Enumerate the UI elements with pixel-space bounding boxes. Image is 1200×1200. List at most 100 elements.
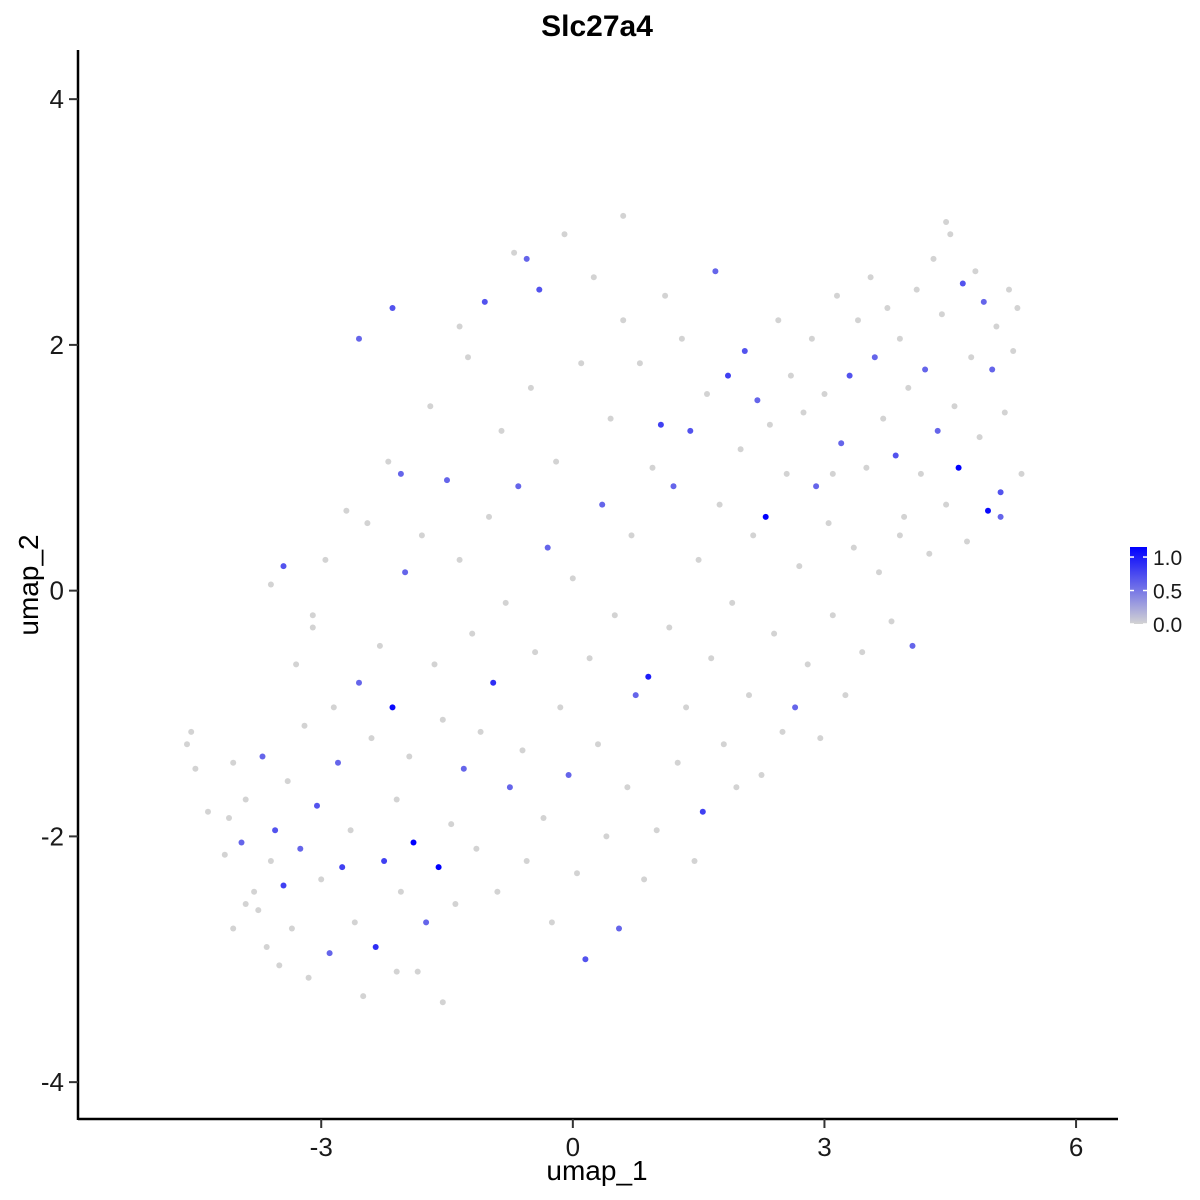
expressing-cell-point [389, 704, 396, 711]
cell-point [787, 372, 794, 379]
expressing-cell-point [515, 483, 522, 490]
cell-point [553, 458, 560, 465]
cell-point [477, 728, 484, 735]
cell-point [309, 612, 316, 619]
cell-point [636, 360, 643, 367]
cell-point [368, 735, 375, 742]
cell-point [825, 520, 832, 527]
cell-point [511, 249, 518, 256]
cell-point [913, 286, 920, 293]
cell-point [704, 391, 710, 397]
x-axis-title: umap_1 [546, 1155, 647, 1186]
expressing-cell-point [657, 421, 664, 428]
cell-point [662, 292, 669, 299]
expressing-cell-point [397, 470, 404, 477]
cell-point [309, 624, 316, 631]
cell-point [716, 501, 723, 508]
expressing-cell-point [792, 704, 799, 711]
expressing-cell-point [645, 673, 652, 680]
expressing-cell-point [536, 286, 543, 293]
cell-point [683, 704, 690, 711]
cell-point [351, 919, 358, 926]
cell-point [649, 464, 656, 471]
cell-point [964, 538, 970, 545]
expressing-cell-point [523, 255, 530, 262]
cell-point [863, 464, 870, 471]
cell-point [527, 384, 534, 391]
cell-point [439, 716, 446, 723]
cell-point [779, 728, 786, 735]
cell-point [817, 735, 824, 742]
cell-point [548, 919, 555, 926]
expressing-cell-point [314, 802, 320, 809]
expressing-cell-point [402, 569, 409, 576]
cell-point [414, 968, 421, 975]
cell-point [733, 784, 740, 791]
cell-point [397, 888, 404, 895]
cell-point [406, 753, 413, 760]
colorbar [1130, 547, 1147, 624]
cell-point [607, 415, 614, 422]
expressing-cell-point [381, 858, 388, 864]
expressing-cell-point [272, 827, 279, 834]
expressing-cell-point [238, 839, 245, 846]
expressing-cell-point [997, 489, 1004, 496]
cell-point [729, 599, 736, 606]
cell-point [494, 888, 501, 895]
cell-point [532, 649, 539, 656]
cell-point [561, 231, 568, 238]
cell-point [896, 335, 903, 342]
cell-point [205, 808, 211, 815]
cell-point [267, 858, 274, 864]
cell-point [930, 255, 937, 262]
cell-point [905, 384, 912, 391]
expressing-cell-point [934, 427, 941, 434]
cell-point [901, 513, 908, 520]
cell-point [569, 575, 576, 582]
expressing-cell-point [846, 372, 853, 379]
cell-point [540, 815, 547, 821]
cell-point [666, 624, 673, 631]
cell-point [393, 968, 400, 975]
cell-point [842, 692, 849, 699]
cell-point [926, 550, 933, 557]
cell-point [456, 323, 463, 330]
cell-point [775, 317, 782, 324]
cell-point [876, 569, 882, 576]
expressing-cell-point [423, 919, 430, 926]
expressing-cell-point [632, 692, 639, 699]
cell-point [620, 212, 627, 219]
y-tick-label: -2 [41, 821, 64, 851]
cell-point [976, 434, 983, 441]
cell-point [347, 827, 354, 834]
expressing-cell-point [481, 298, 488, 305]
expressing-cell-point [871, 354, 878, 361]
cell-point [855, 317, 861, 324]
cell-point [595, 741, 601, 748]
expressing-cell-point [389, 305, 396, 311]
expressing-cell-point [280, 563, 287, 570]
expressing-cell-point [565, 772, 572, 778]
cell-point [276, 962, 283, 969]
expressing-cell-point [892, 452, 899, 459]
cell-point [578, 360, 585, 367]
cell-point [486, 513, 492, 520]
cell-point [888, 618, 895, 625]
cell-point [758, 772, 765, 778]
cell-point [880, 415, 887, 422]
cell-point [267, 581, 274, 588]
cell-point [519, 747, 526, 754]
expressing-cell-point [725, 372, 731, 379]
cell-point [469, 630, 476, 637]
expressing-cell-point [339, 864, 346, 871]
cell-point [184, 741, 190, 748]
cell-point [523, 858, 530, 864]
cell-point [293, 661, 300, 668]
cell-point [746, 692, 752, 699]
cell-point [720, 741, 727, 748]
cell-point [192, 765, 199, 772]
points-layer [184, 212, 1025, 1006]
cell-point [448, 821, 455, 828]
cell-point [674, 759, 681, 766]
